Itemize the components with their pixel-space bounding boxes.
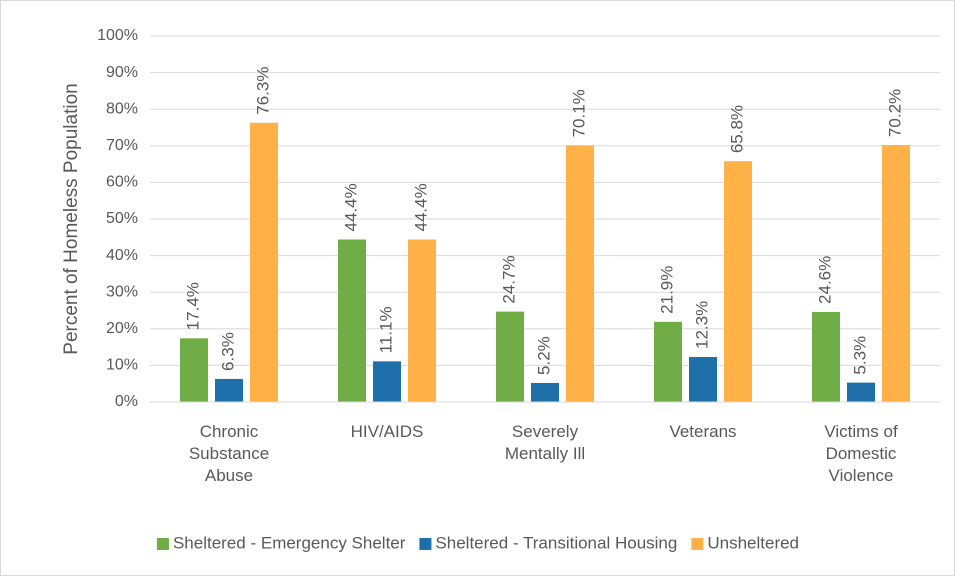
bar [689, 356, 717, 402]
legend-label: Unsheltered [707, 533, 799, 552]
bar [882, 145, 910, 402]
y-tick-label: 60% [106, 174, 138, 191]
bar [724, 161, 752, 402]
data-label: 76.3% [253, 67, 272, 115]
bar [531, 382, 559, 402]
data-label: 44.4% [411, 183, 430, 231]
x-tick-label: Veterans [669, 422, 737, 441]
bar [812, 311, 840, 402]
data-label: 5.3% [850, 336, 869, 375]
y-axis-title: Percent of Homeless Population [61, 83, 82, 354]
x-tick-label: Victims of Domestic Violence [824, 422, 898, 485]
legend-swatch [419, 538, 432, 550]
bar [496, 311, 524, 402]
legend-label: Sheltered - Emergency Shelter [173, 533, 406, 552]
data-label: 70.2% [885, 89, 904, 137]
data-label: 70.1% [569, 89, 588, 137]
data-label: 24.6% [815, 256, 834, 304]
data-label: 24.7% [499, 255, 518, 303]
data-label: 12.3% [692, 301, 711, 349]
bar [338, 239, 366, 402]
bar [847, 382, 875, 402]
bar [250, 122, 278, 402]
legend-label: Sheltered - Transitional Housing [435, 533, 677, 552]
legend-swatch [156, 538, 169, 550]
data-label: 17.4% [183, 282, 202, 330]
bar [408, 239, 436, 402]
data-label: 6.3% [218, 332, 237, 371]
y-tick-label: 50% [106, 210, 138, 227]
data-label: 44.4% [341, 183, 360, 231]
y-tick-label: 40% [106, 247, 138, 264]
bar [654, 321, 682, 402]
bar [215, 378, 243, 402]
bar [180, 338, 208, 402]
y-tick-label: 0% [115, 393, 138, 410]
data-label: 5.2% [534, 336, 553, 375]
x-tick-label: HIV/AIDS [350, 422, 424, 441]
x-tick-label: Severely Mentally Ill [504, 422, 586, 463]
y-tick-label: 100% [97, 27, 138, 44]
y-tick-label: 10% [106, 357, 138, 374]
y-tick-label: 90% [106, 64, 138, 81]
y-tick-label: 20% [106, 320, 138, 337]
data-label: 65.8% [727, 105, 746, 153]
bar [373, 361, 401, 402]
data-label: 21.9% [657, 266, 676, 314]
bar [566, 145, 594, 402]
y-tick-label: 30% [106, 283, 138, 300]
data-label: 11.1% [376, 306, 395, 353]
x-tick-label: Chronic Substance Abuse [188, 422, 270, 485]
y-tick-label: 80% [106, 100, 138, 117]
legend-swatch [691, 538, 704, 550]
y-tick-label: 70% [106, 137, 138, 154]
